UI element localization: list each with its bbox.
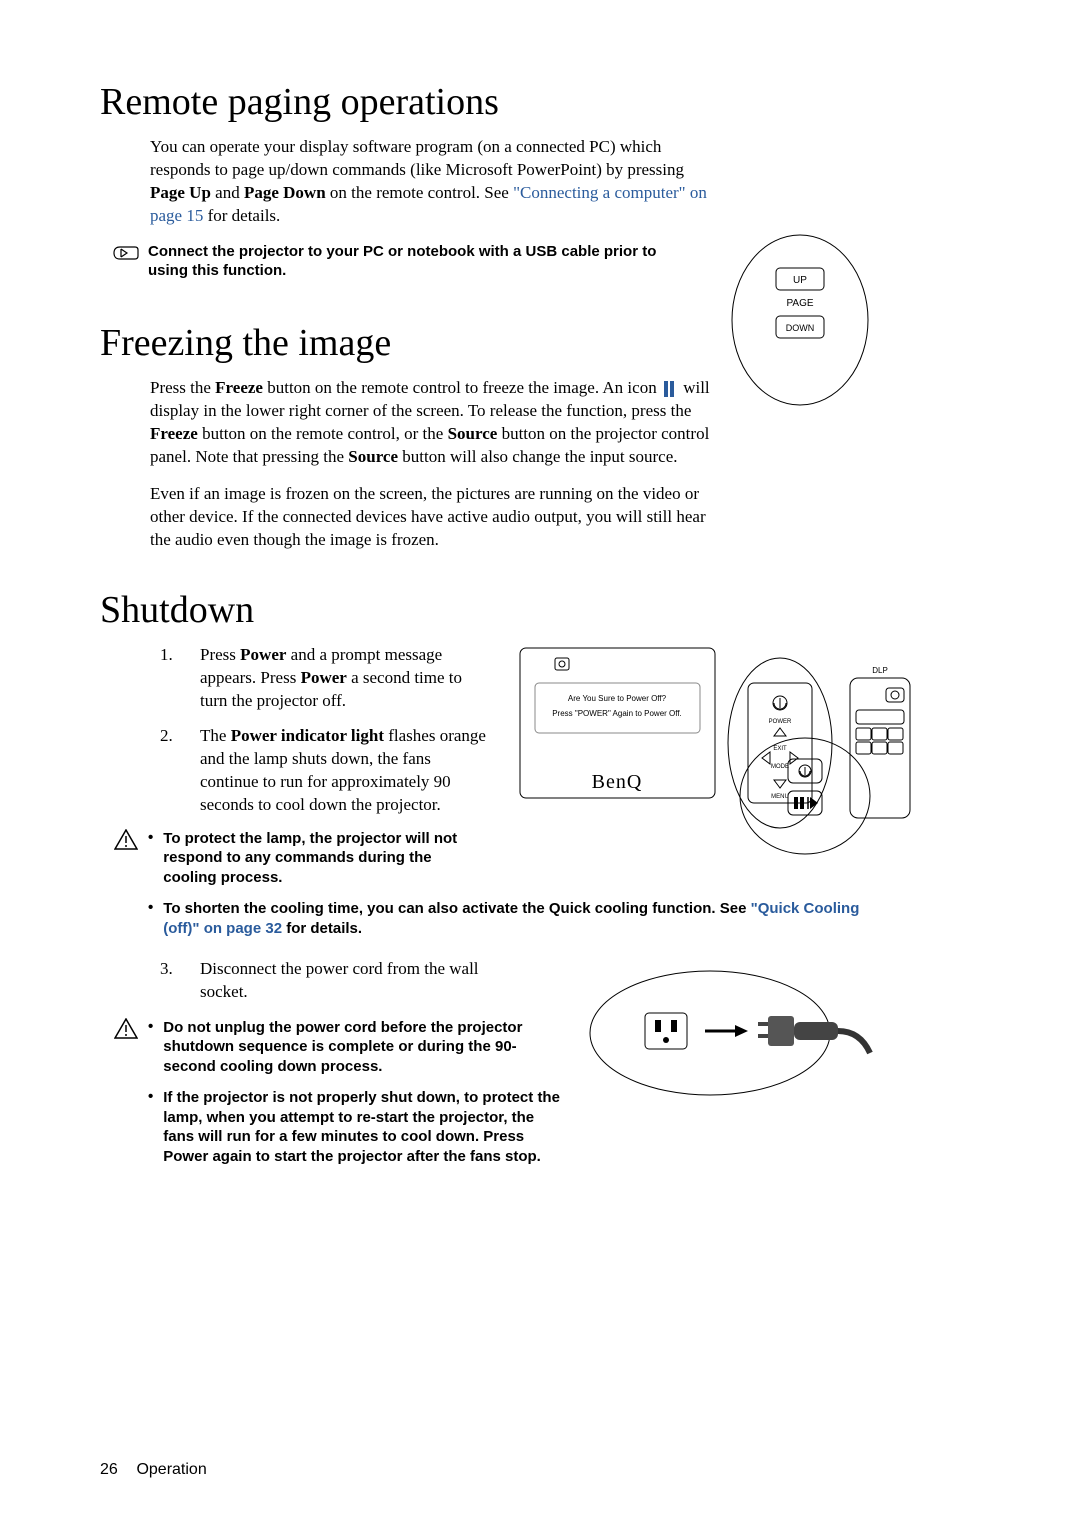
svg-text:MODE: MODE [771, 764, 789, 770]
shutdown-steps: Press Power and a prompt message appears… [160, 644, 490, 817]
page-number: 26 [100, 1461, 132, 1479]
txt: button will also change the input source… [398, 447, 678, 466]
step-3: 3.Disconnect the power cord from the wal… [160, 958, 510, 1004]
txt: for details. [203, 206, 280, 225]
txt: button on the remote control to freeze t… [263, 378, 661, 397]
warning-icon [112, 1018, 140, 1040]
svg-text:POWER: POWER [769, 719, 792, 725]
txt: You can operate your display software pr… [150, 137, 684, 179]
illustration-unplug [580, 958, 900, 1113]
pause-icon [663, 377, 677, 400]
heading-shutdown: Shutdown [100, 588, 990, 632]
section-remote-paging: Remote paging operations You can operate… [100, 80, 990, 281]
step-2: The Power indicator light flashes orange… [160, 725, 490, 817]
heading-freezing: Freezing the image [100, 321, 990, 365]
note-usb-cable: Connect the projector to your PC or note… [148, 242, 688, 281]
txt: and [211, 183, 244, 202]
txt: Press the [150, 378, 215, 397]
txt-bold: Source [348, 447, 398, 466]
section-shutdown: Shutdown Press Power and a prompt messag… [100, 588, 990, 1178]
footer-section: Operation [136, 1461, 206, 1478]
page-footer: 26 Operation [100, 1461, 207, 1479]
label-up: UP [793, 275, 807, 286]
step-1: Press Power and a prompt message appears… [160, 644, 490, 713]
remote-paging-body: You can operate your display software pr… [150, 136, 710, 228]
warning-icon [112, 829, 140, 851]
txt: on the remote control. See [326, 183, 513, 202]
svg-text:BenQ: BenQ [592, 771, 643, 793]
svg-text:DLP: DLP [872, 666, 888, 675]
svg-text:EXIT: EXIT [773, 746, 787, 752]
svg-text:Press "POWER" Again to Power O: Press "POWER" Again to Power Off. [552, 709, 682, 718]
label-page: PAGE [786, 298, 813, 309]
warn-cooling: To protect the lamp, the projector will … [163, 829, 473, 888]
txt: button on the remote control, or the [198, 424, 448, 443]
svg-text:MENU: MENU [771, 794, 789, 800]
pointer-icon [112, 242, 140, 264]
freezing-body: Press the Freeze button on the remote co… [150, 377, 710, 552]
txt-bold: Page Down [244, 183, 326, 202]
freezing-p2: Even if an image is frozen on the screen… [150, 483, 710, 552]
txt-bold: Freeze [215, 378, 263, 397]
svg-text:Are You Sure to Power Off?: Are You Sure to Power Off? [568, 694, 667, 703]
illustration-shutdown: Are You Sure to Power Off? Press "POWER"… [510, 628, 930, 853]
heading-remote-paging: Remote paging operations [100, 80, 990, 124]
txt-bold: Freeze [150, 424, 198, 443]
txt-bold: Page Up [150, 183, 211, 202]
txt-bold: Source [448, 424, 498, 443]
section-freezing: Freezing the image Press the Freeze butt… [100, 321, 990, 552]
warn-quick-cooling: To shorten the cooling time, you can als… [163, 899, 883, 938]
warn-restart: If the projector is not properly shut do… [163, 1088, 563, 1166]
warn-unplug: Do not unplug the power cord before the … [163, 1018, 533, 1077]
